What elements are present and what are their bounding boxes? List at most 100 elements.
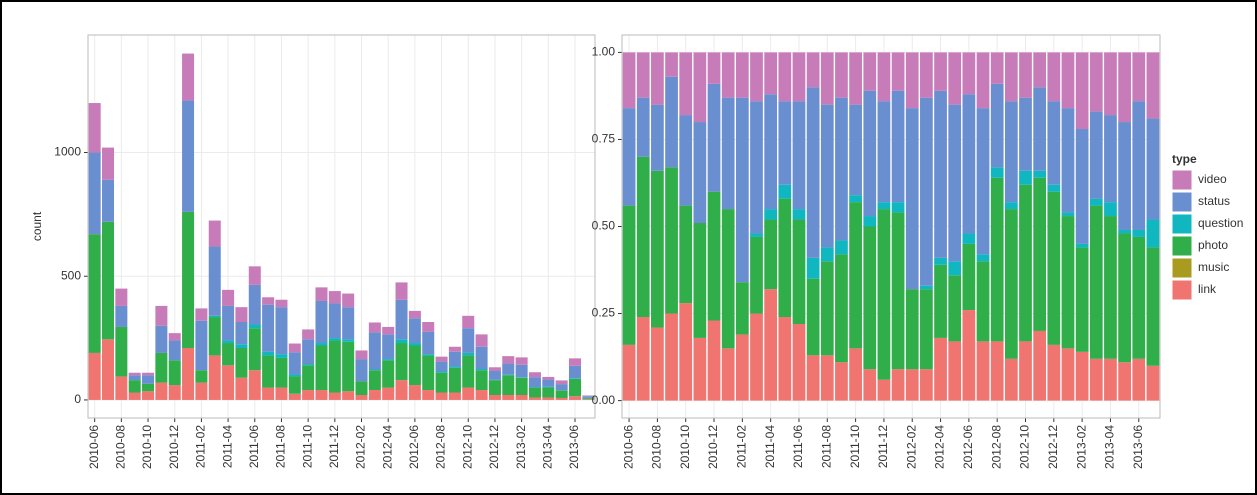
bar-segment — [128, 372, 141, 376]
bar-segment — [934, 337, 947, 401]
x-tick-label: 2012-02 — [354, 425, 368, 469]
bar-segment — [1146, 118, 1160, 220]
bar-segment — [395, 339, 408, 344]
bar-segment — [1004, 202, 1018, 210]
bar-segment — [721, 348, 735, 401]
bar-segment — [778, 198, 792, 318]
bar-segment — [502, 363, 515, 375]
bar-segment — [679, 205, 693, 304]
bar-segment — [820, 355, 834, 401]
x-tick-label: 2012-12 — [487, 425, 501, 469]
x-tick-label: 2013-04 — [540, 425, 554, 469]
bar-segment — [1033, 170, 1047, 178]
bar-segment — [342, 293, 355, 308]
bar-segment — [1047, 184, 1061, 192]
bar-segment — [750, 313, 763, 401]
x-tick-label: 2012-12 — [1046, 425, 1060, 469]
x-tick-label: 2013-02 — [1074, 425, 1088, 469]
legend-label: link — [1198, 282, 1217, 296]
bar-segment — [275, 354, 288, 358]
bar-segment — [1146, 219, 1160, 248]
bar-segment — [693, 122, 707, 224]
y-tick-label: 0.75 — [592, 132, 616, 146]
bar-segment — [1146, 247, 1160, 366]
bar-segment — [962, 243, 976, 311]
bar-segment — [168, 340, 181, 361]
bar-segment — [764, 52, 778, 95]
bar-segment — [168, 333, 181, 341]
bar-segment — [1075, 52, 1089, 130]
bar-segment — [948, 275, 962, 342]
bar-segment — [990, 177, 1004, 342]
x-tick-label: 2011-06 — [791, 425, 805, 468]
bar-segment — [1019, 170, 1032, 185]
bar-segment — [778, 317, 792, 401]
bar-segment — [488, 380, 501, 395]
y-tick-label: 1.00 — [592, 45, 616, 59]
bar-segment — [877, 202, 891, 210]
bar-segment — [462, 315, 475, 329]
bar-segment — [88, 152, 101, 235]
bar-segment — [651, 52, 664, 105]
bar-segment — [382, 387, 395, 400]
bar-segment — [1075, 243, 1089, 248]
bar-segment — [448, 367, 461, 393]
bar-segment — [1146, 52, 1160, 119]
bar-segment — [195, 308, 208, 321]
bar-segment — [102, 147, 115, 180]
x-tick-label: 2010-10 — [678, 425, 692, 469]
bar-segment — [88, 234, 101, 353]
y-tick-label: 0.25 — [592, 306, 616, 320]
x-tick-label: 2011-12 — [327, 425, 341, 468]
bar-segment — [920, 289, 933, 370]
bar-segment — [1061, 212, 1075, 217]
bar-segment — [262, 355, 275, 388]
bar-segment — [302, 339, 315, 365]
x-tick-label: 2011-08 — [274, 425, 288, 468]
bar-segment — [435, 392, 448, 400]
bar-segment — [195, 370, 208, 383]
bar-segment — [920, 52, 933, 98]
bar-segment — [934, 264, 947, 338]
bar-segment — [462, 355, 475, 388]
bar-segment — [222, 305, 235, 341]
bar-segment — [948, 104, 962, 262]
bar-segment — [990, 52, 1004, 84]
bar-segment — [1019, 97, 1032, 171]
y-tick-label: 0.00 — [592, 393, 616, 407]
x-tick-label: 2010-06 — [87, 425, 101, 469]
bar-segment — [849, 104, 862, 196]
x-tick-label: 2010-12 — [706, 425, 720, 469]
bar-segment — [102, 339, 115, 400]
bar-segment — [1089, 52, 1103, 112]
bar-segment — [806, 355, 820, 401]
bar-segment — [288, 376, 301, 394]
bar-segment — [475, 346, 488, 370]
legend-swatch — [1171, 213, 1193, 235]
bar-segment — [528, 377, 541, 388]
bar-segment — [1104, 202, 1117, 217]
bar-segment — [792, 323, 806, 401]
bar-segment — [528, 387, 541, 398]
bar-segment — [820, 247, 834, 262]
bar-segment — [315, 300, 328, 344]
bar-segment — [707, 52, 721, 84]
bar-segment — [128, 375, 141, 381]
bar-segment — [1104, 358, 1117, 401]
bar-segment — [679, 303, 693, 401]
bar-segment — [208, 246, 221, 316]
bar-segment — [515, 364, 528, 378]
bar-segment — [636, 317, 650, 401]
bar-segment — [422, 355, 435, 391]
bar-segment — [528, 397, 541, 400]
bar-segment — [1047, 52, 1061, 102]
x-tick-label: 2011-02 — [735, 425, 749, 468]
bar-segment — [288, 393, 301, 400]
bar-segment — [222, 289, 235, 306]
bar-segment — [877, 101, 891, 203]
bar-segment — [1033, 330, 1047, 401]
x-tick-label: 2012-10 — [460, 425, 474, 469]
bar-segment — [721, 52, 735, 98]
bar-segment — [651, 170, 664, 328]
bar-segment — [342, 391, 355, 400]
